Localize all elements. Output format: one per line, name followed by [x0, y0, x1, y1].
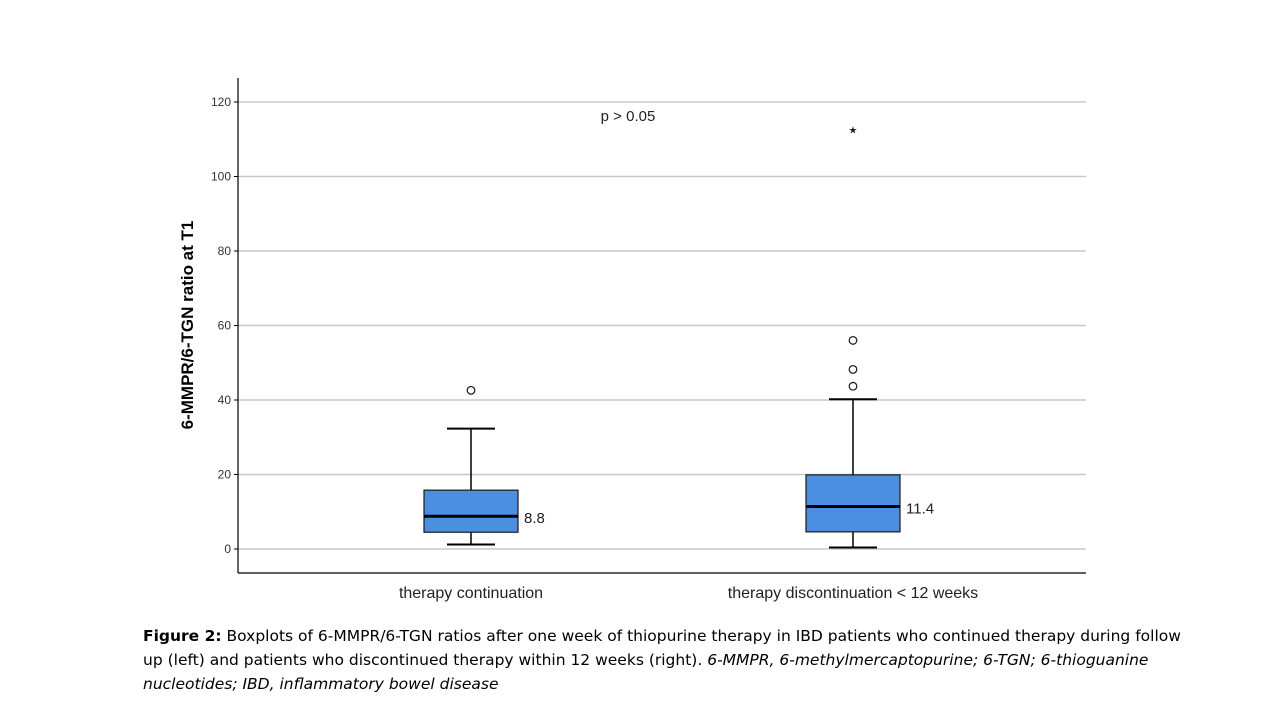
median-label: 8.8 [524, 510, 545, 527]
y-tick-label: 80 [218, 244, 232, 258]
outlier-point [466, 385, 476, 395]
y-tick-label: 40 [218, 393, 232, 407]
box-group: 8.8 [423, 385, 545, 546]
outlier-point [848, 381, 858, 391]
median-label: 11.4 [906, 501, 934, 518]
outlier-point [848, 335, 858, 345]
extreme-point: ★ [849, 126, 858, 137]
x-category-label: therapy discontinuation < 12 weeks [728, 585, 978, 602]
iqr-box [423, 489, 519, 533]
caption-label: Figure 2: [143, 627, 222, 645]
figure-caption: Figure 2: Boxplots of 6-MMPR/6-TGN ratio… [143, 624, 1203, 696]
x-category-label: therapy continuation [399, 585, 543, 602]
y-axis-label: 6-MMPR/6-TGN ratio at T1 [178, 221, 197, 430]
x-category-labels: therapy continuation therapy discontinuat… [399, 585, 978, 602]
y-tick-label: 100 [211, 170, 231, 184]
axes-layer [234, 78, 1086, 574]
iqr-box [805, 474, 901, 533]
caption-abbreviations: 6-MMPR, 6-methylmercaptopurine; 6-TGN; 6… [143, 651, 1149, 693]
y-tick-label: 60 [218, 319, 232, 333]
y-tick-label: 20 [218, 468, 232, 482]
y-tick-label: 0 [224, 542, 231, 556]
p-value-annotation: p > 0.05 [601, 108, 656, 125]
outlier-point [848, 365, 858, 374]
y-tick-labels: 0 20 40 60 80 100 120 [211, 95, 231, 556]
grid-layer [238, 101, 1086, 550]
caption-text: Boxplots of 6-MMPR/6-TGN ratios after on… [143, 627, 1181, 669]
box-group: 11.4 ★ [805, 126, 934, 549]
boxplot-chart: 0 20 40 60 80 100 120 8.8 11.4 ★ therapy continu… [178, 78, 1086, 602]
y-tick-label: 120 [211, 95, 231, 109]
boxes-layer: 8.8 11.4 ★ [423, 126, 934, 549]
